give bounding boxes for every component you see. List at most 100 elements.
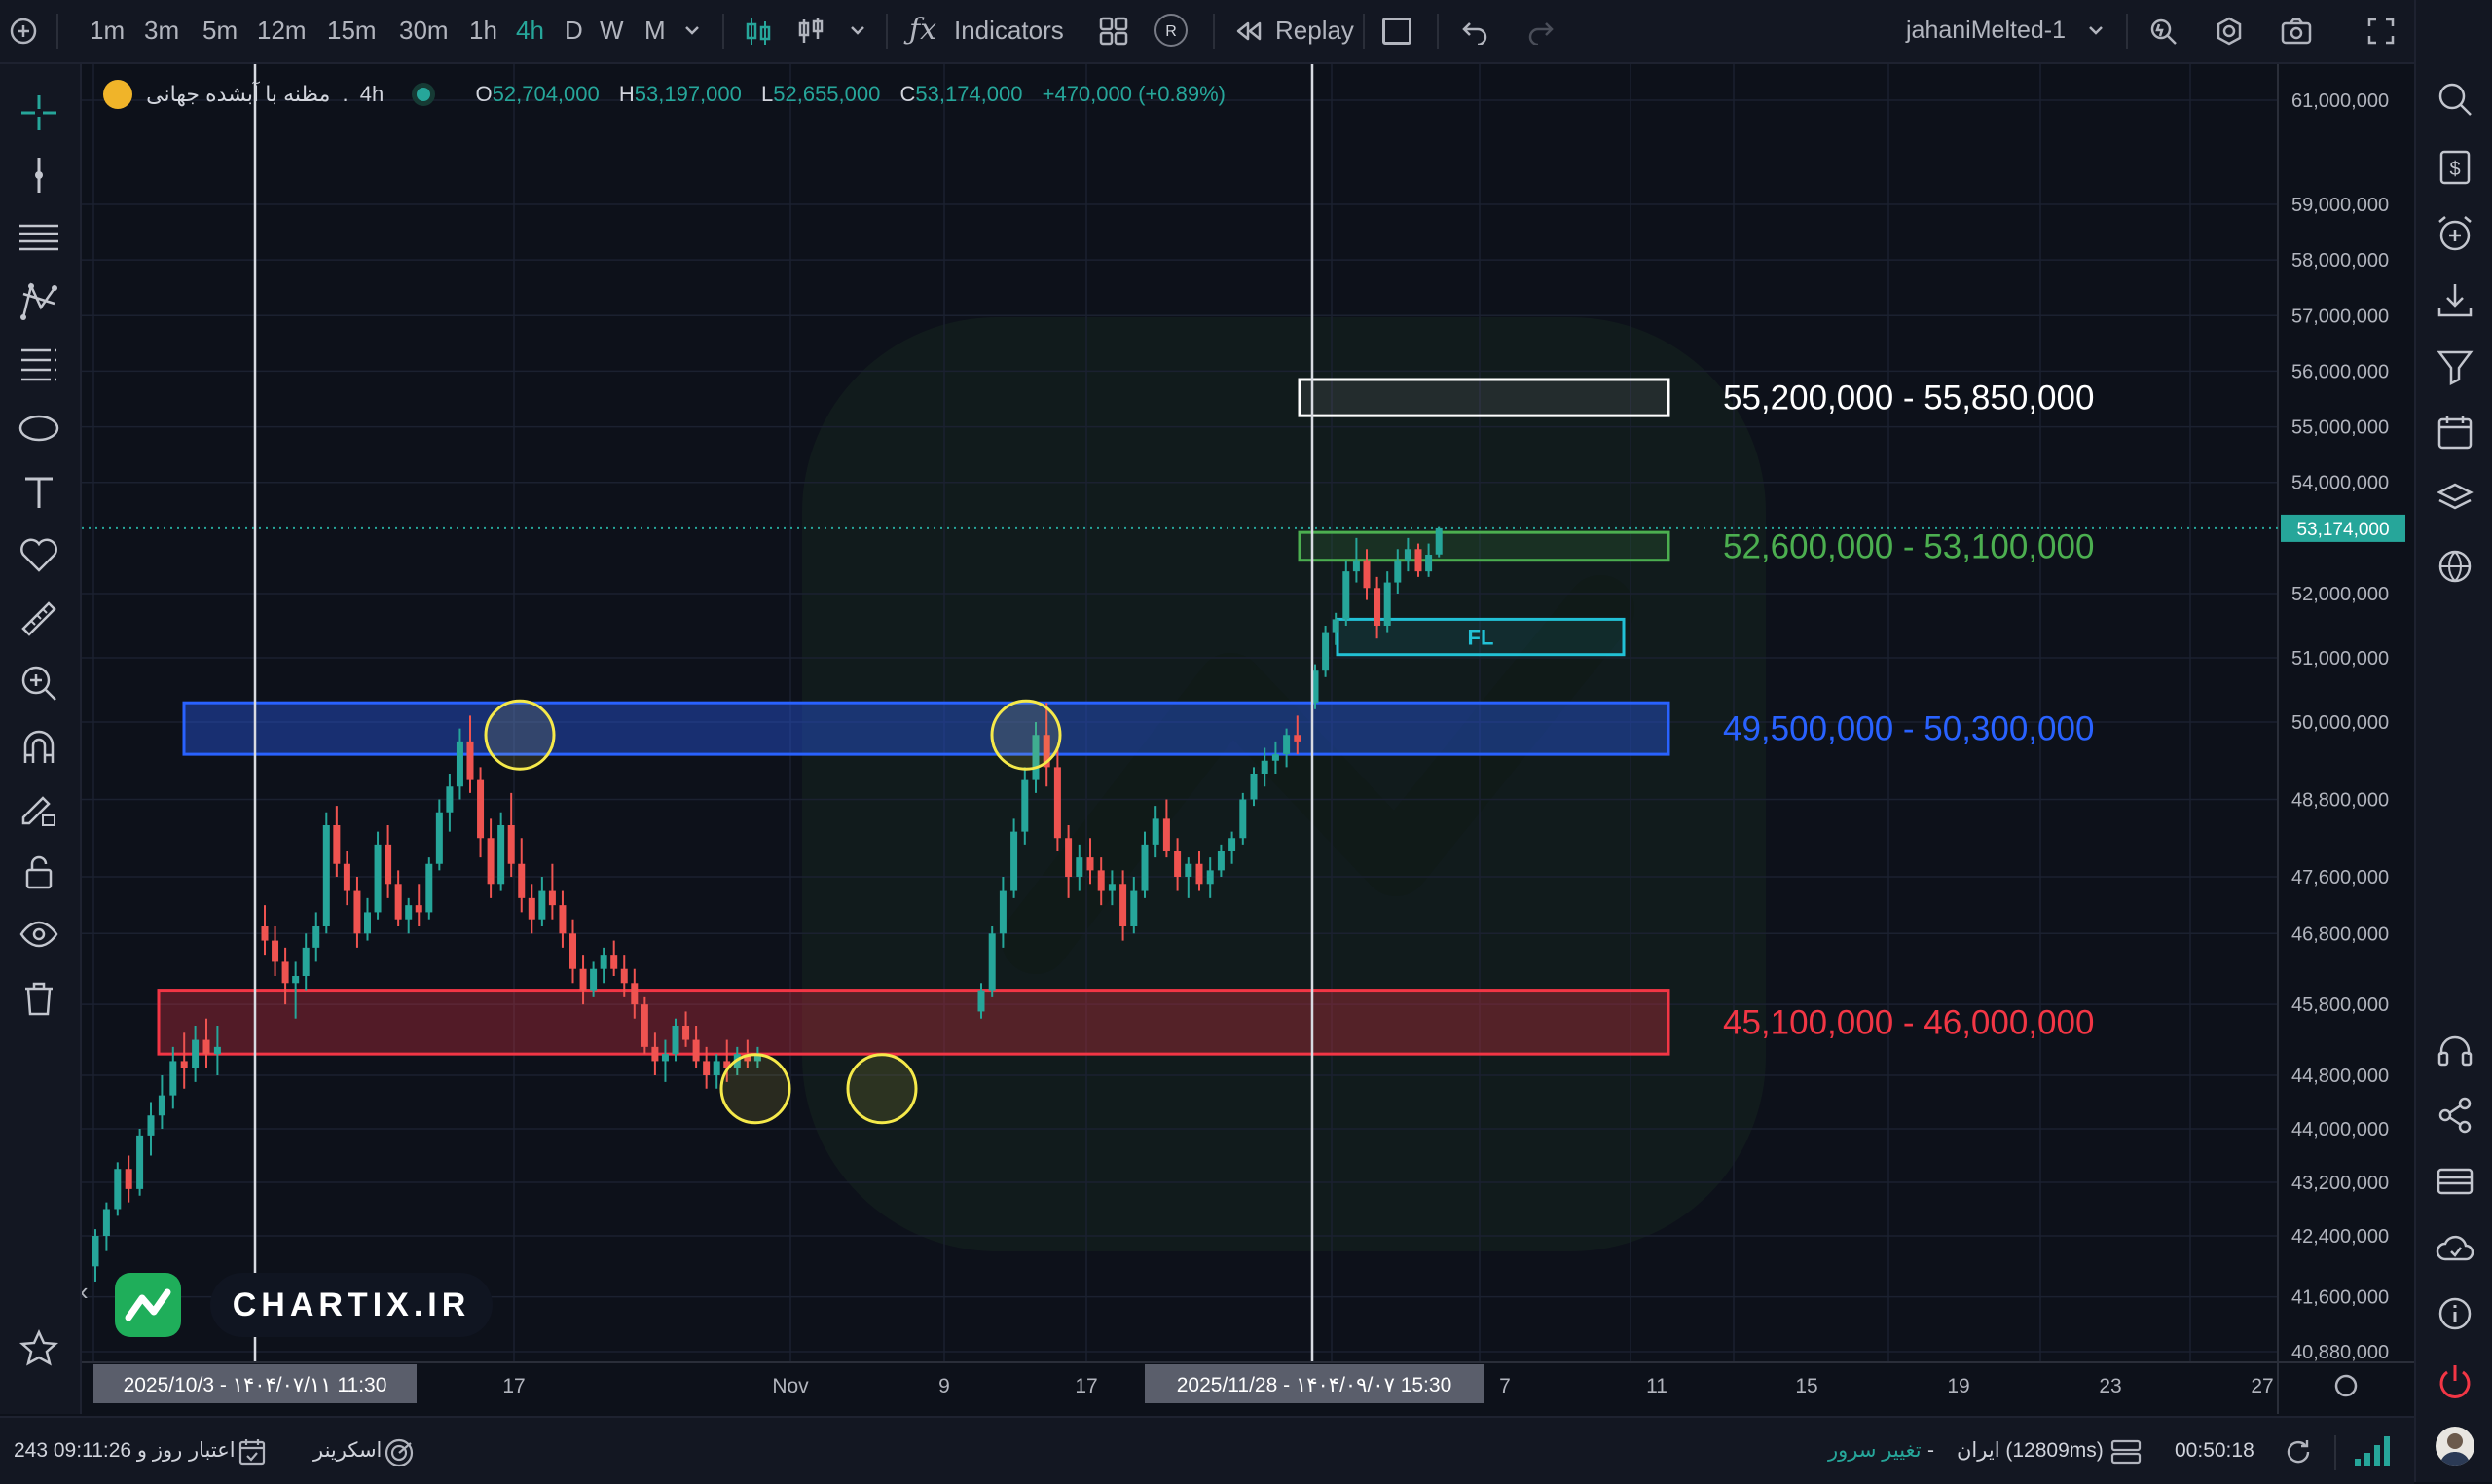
horizontal-lines-icon[interactable] (18, 216, 60, 259)
candle[interactable] (1250, 767, 1258, 807)
filter-icon[interactable] (2434, 344, 2476, 387)
candle[interactable] (1374, 576, 1381, 639)
candle[interactable] (1130, 877, 1138, 934)
candle[interactable] (312, 912, 320, 962)
candle[interactable] (1404, 537, 1411, 572)
refresh-icon[interactable] (2284, 1437, 2313, 1466)
candle[interactable] (487, 818, 495, 898)
time-axis-settings-icon[interactable] (2334, 1374, 2358, 1397)
candle[interactable] (538, 877, 546, 926)
power-icon[interactable] (2434, 1360, 2476, 1403)
candle[interactable] (136, 1129, 144, 1196)
indicators-button[interactable]: Indicators (954, 16, 1064, 45)
candle[interactable] (1195, 851, 1203, 891)
symbol-name[interactable]: مظنه با آبشده جهانی (146, 82, 331, 106)
candle[interactable] (343, 851, 350, 906)
candle[interactable] (1283, 728, 1291, 768)
magnet-icon[interactable] (18, 726, 60, 769)
candle[interactable] (405, 897, 413, 934)
candle[interactable] (456, 728, 463, 800)
candle[interactable] (1311, 664, 1319, 709)
timeframe-1h[interactable]: 1h (469, 16, 497, 45)
timeframe-3m[interactable]: 3m (144, 16, 180, 45)
candle[interactable] (322, 812, 330, 934)
candle[interactable] (579, 955, 587, 1005)
candle[interactable] (169, 1046, 177, 1109)
chart-area[interactable]: 61,000,000 59,000,000 58,000,000 57,000,000… (82, 64, 2414, 1414)
candle[interactable] (1065, 825, 1073, 898)
candle[interactable] (92, 1229, 99, 1282)
candle[interactable] (1394, 549, 1402, 594)
interval-label[interactable]: 4h (359, 82, 385, 106)
candle[interactable] (1141, 831, 1149, 898)
candles-icon[interactable] (744, 14, 773, 49)
candle[interactable] (744, 1039, 751, 1068)
candle[interactable] (692, 1026, 700, 1068)
candle[interactable] (385, 825, 392, 898)
eye-icon[interactable] (18, 913, 60, 956)
candle[interactable] (1206, 857, 1214, 898)
layers-icon[interactable] (2434, 477, 2476, 520)
candle[interactable] (1294, 715, 1301, 755)
candle[interactable] (1322, 626, 1330, 677)
candle[interactable] (1010, 818, 1018, 898)
info-icon[interactable] (2434, 1292, 2476, 1335)
credit-card-icon[interactable] (2434, 1160, 2476, 1203)
replay-icon[interactable] (1234, 19, 1262, 43)
search-icon[interactable] (2434, 78, 2476, 121)
timeframe-W[interactable]: W (600, 16, 624, 45)
candle[interactable] (600, 947, 607, 984)
candle[interactable] (192, 1026, 200, 1082)
candle[interactable] (435, 799, 443, 871)
bar-chart-type-icon[interactable] (796, 14, 825, 49)
candle[interactable] (102, 1202, 110, 1251)
candle[interactable] (1097, 857, 1105, 906)
settings-icon[interactable] (2214, 16, 2245, 47)
candle[interactable] (528, 884, 535, 934)
zone-red-box[interactable] (157, 989, 1670, 1056)
candle[interactable] (682, 1011, 690, 1047)
replay-button[interactable]: Replay (1275, 16, 1354, 45)
candle[interactable] (651, 1032, 659, 1075)
dollar-icon[interactable]: $ (2434, 146, 2476, 189)
pattern-tool-icon[interactable] (18, 280, 60, 323)
candle[interactable] (548, 863, 556, 920)
screener-icon[interactable] (384, 1437, 415, 1468)
candle[interactable] (1271, 741, 1279, 774)
candle[interactable] (559, 890, 567, 948)
support-headset-icon[interactable] (2434, 1030, 2476, 1072)
candle[interactable] (631, 968, 639, 1019)
candle[interactable] (1217, 844, 1225, 877)
candle[interactable] (518, 838, 526, 913)
camera-icon[interactable] (2280, 16, 2313, 47)
timeframe-12m[interactable]: 12m (257, 16, 307, 45)
undo-icon[interactable] (1460, 18, 1489, 45)
globe-icon[interactable] (2434, 545, 2476, 588)
candle[interactable] (590, 961, 598, 997)
draw-lock-icon[interactable] (18, 788, 60, 831)
candle[interactable] (1383, 571, 1391, 633)
candle[interactable] (977, 983, 985, 1019)
candle[interactable] (281, 947, 289, 1005)
star-icon[interactable] (18, 1327, 60, 1370)
zone-green-box[interactable] (1298, 530, 1670, 562)
candle[interactable] (272, 926, 279, 976)
timeframe-M[interactable]: M (644, 16, 666, 45)
timeframe-5m[interactable]: 5m (202, 16, 238, 45)
candle[interactable] (661, 1039, 669, 1082)
candle[interactable] (1425, 543, 1433, 577)
candle[interactable] (1414, 543, 1422, 577)
timeframe-4h[interactable]: 4h (516, 16, 544, 45)
candle[interactable] (333, 806, 341, 877)
timeframe-1m[interactable]: 1m (90, 16, 126, 45)
zoom-in-icon[interactable] (18, 662, 60, 705)
candle[interactable] (753, 1046, 761, 1068)
trash-icon[interactable] (18, 977, 60, 1020)
candle[interactable] (158, 1075, 165, 1129)
candle[interactable] (672, 1018, 679, 1062)
candle[interactable] (1261, 747, 1268, 787)
alarm-icon[interactable] (2434, 212, 2476, 255)
candle[interactable] (292, 961, 300, 1019)
candle[interactable] (1435, 526, 1443, 558)
zone-blue-box[interactable] (182, 701, 1670, 756)
